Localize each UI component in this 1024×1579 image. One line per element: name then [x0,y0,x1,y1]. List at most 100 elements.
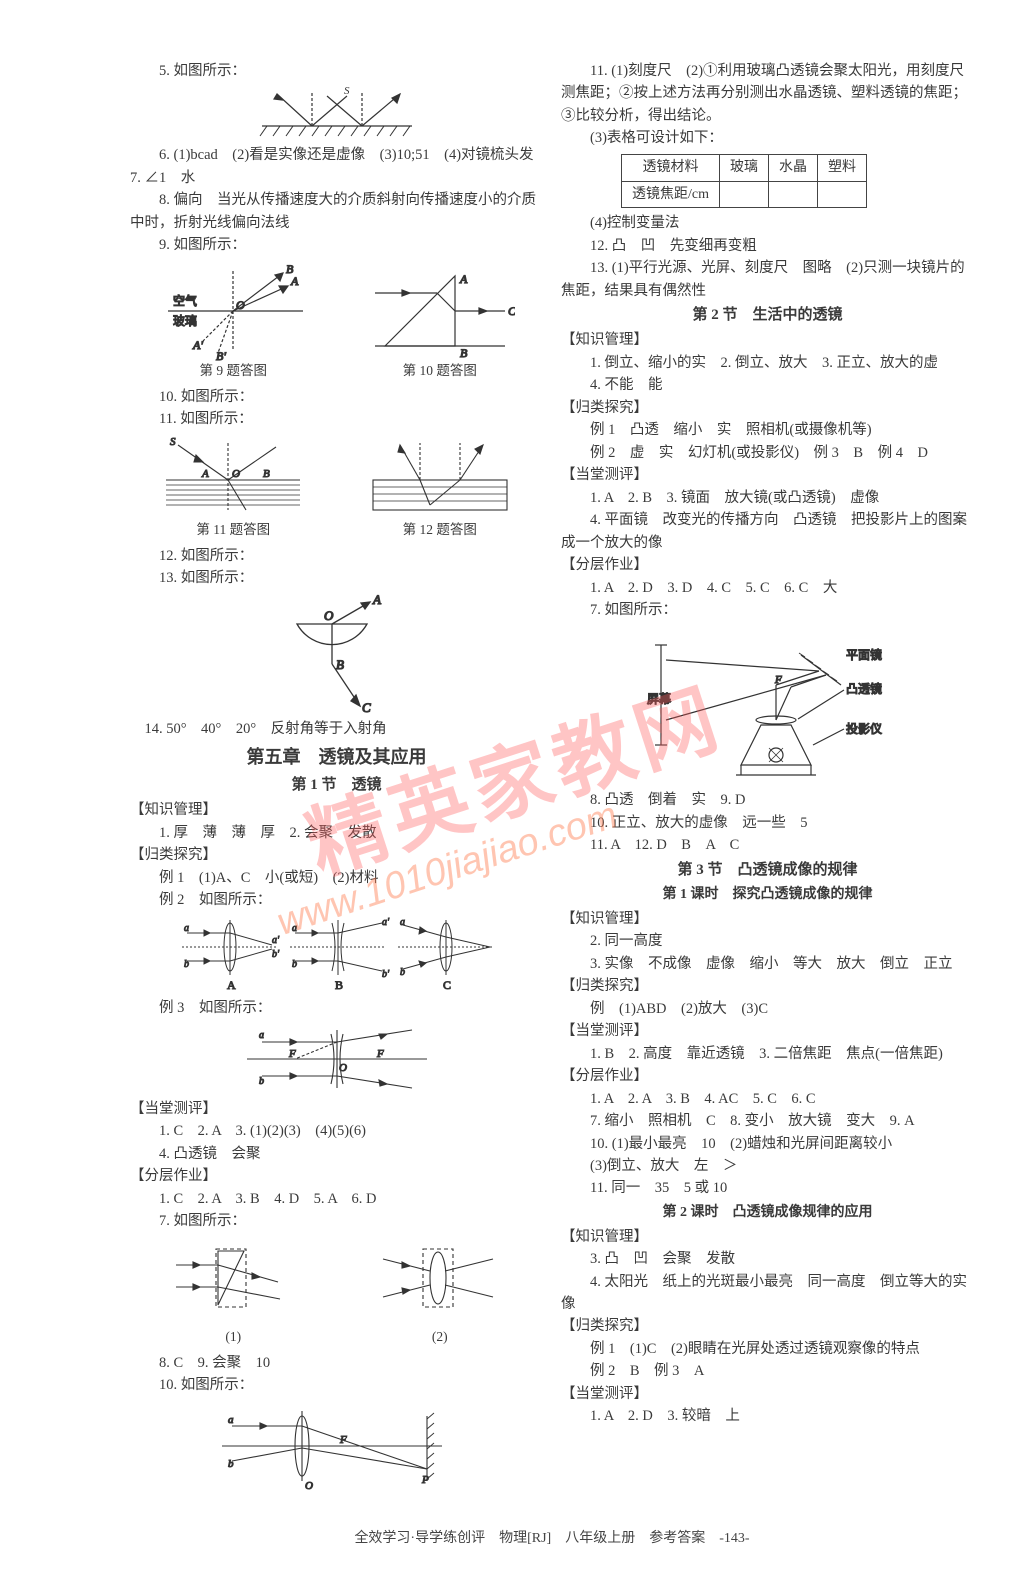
zsgl2-1: 1. 倒立、缩小的实 2. 倒立、放大 3. 正立、放大的虚 [561,352,974,374]
answer-10: 10. 如图所示： [130,386,543,408]
fczy7-cap1: (1) [168,1327,298,1348]
svg-text:O: O [232,468,240,480]
answer-11: 11. 如图所示： [130,408,543,430]
tag-gltj-4: 【归类探究】 [561,1315,974,1337]
td-blank3 [818,181,867,208]
fczy2-8: 8. 凸透 倒着 实 9. D [561,789,974,811]
answer-14: 14. 50° 40° 20° 反射角等于入射角 [130,718,543,740]
ex3-3: 例 (1)ABD (2)放大 (3)C [561,998,974,1020]
ex1-2: 例 1 凸透 缩小 实 照相机(或摄像机等) [561,419,974,441]
dtcp-1: 1. C 2. A 3. (1)(2)(3) (4)(5)(6) [130,1120,543,1142]
fczy3-7: 7. 缩小 照相机 C 8. 变小 放大镜 变大 9. A [561,1110,974,1132]
svg-text:投影仪: 投影仪 [846,721,882,736]
figure-q5: S [252,86,422,140]
ex2-2: 例 2 虚 实 幻灯机(或投影仪) 例 3 B 例 4 D [561,442,974,464]
tag-gltj-3: 【归类探究】 [561,975,974,997]
fczy7-cap2: (2) [375,1327,505,1348]
section-3-title: 第 3 节 凸透镜成像的规律 [561,859,974,882]
label-screen: 屏幕 [647,692,671,706]
ex4-1: 例 1 (1)C (2)眼睛在光屏处透过透镜观察像的特点 [561,1338,974,1360]
svg-text:空气: 空气 [173,293,197,308]
answer-11-right: 11. (1)刻度尺 (2)①利用玻璃凸透镜会聚太阳光，用刻度尺测焦距；②按上述… [561,60,974,127]
svg-text:b: b [228,1458,234,1470]
fczy-8-9: 8. C 9. 会聚 10 [130,1352,543,1374]
figure-projector: 屏幕 [641,625,901,785]
svg-text:a': a' [272,935,280,946]
svg-text:F: F [288,1048,296,1060]
svg-text:A: A [290,274,299,288]
svg-text:C: C [362,700,371,714]
dtcp-4: 4. 凸透镜 会聚 [130,1143,543,1165]
svg-text:a: a [292,923,297,934]
tag-dtcp: 【当堂测评】 [130,1098,543,1120]
answer-11c: (4)控制变量法 [561,212,974,234]
svg-text:b': b' [272,949,280,960]
dtcp2-4: 4. 平面镜 改变光的传播方向 凸透镜 把投影片上的图案成一个放大的像 [561,509,974,554]
svg-text:B: B [336,657,344,672]
fczy2-7: 7. 如图所示： [561,599,974,621]
fczy3-1: 1. A 2. A 3. B 4. AC 5. C 6. C [561,1088,974,1110]
material-table: 透镜材料 玻璃 水晶 塑料 透镜焦距/cm [621,154,867,208]
figure-q13: A O B C [272,594,402,714]
caption-12: 第 12 题答图 [365,520,515,541]
svg-text:P: P [421,1474,429,1486]
answer-11b: (3)表格可设计如下： [561,127,974,149]
svg-text:C: C [508,304,515,318]
right-column: 11. (1)刻度尺 (2)①利用玻璃凸透镜会聚太阳光，用刻度尺测焦距；②按上述… [561,60,974,1500]
svg-text:O: O [324,608,334,623]
example-1: 例 1 (1)A、C 小(或短) (2)材料 [130,867,543,889]
tag-fczy-2: 【分层作业】 [561,554,974,576]
zsgl2-4: 4. 不能 能 [561,374,974,396]
fczy-10: 10. 如图所示： [130,1374,543,1396]
th-crystal: 水晶 [769,154,818,181]
svg-text:b: b [292,959,297,970]
tag-dtcp-2: 【当堂测评】 [561,464,974,486]
svg-text:B: B [460,346,468,360]
th-material: 透镜材料 [622,154,720,181]
left-column: 5. 如图所示： [130,60,543,1500]
svg-text:O: O [339,1062,347,1074]
ex4-2: 例 2 B 例 3 A [561,1360,974,1382]
figure-q10: A C B [365,261,515,361]
zsgl4-4: 4. 太阳光 纸上的光斑最小最亮 同一高度 倒立等大的实像 [561,1271,974,1316]
figure-q11: S O B A [158,435,308,520]
svg-text:A: A [227,978,236,992]
tag-fczy: 【分层作业】 [130,1165,543,1187]
answer-8: 8. 偏向 当光从传播速度大的介质斜射向传播速度小的介质中时，折射光线偏向法线 [130,189,543,234]
figure-row-9-10: 空气 玻璃 A B A' B' [130,261,543,382]
svg-text:b': b' [382,969,390,980]
zsgl3-2: 2. 同一高度 [561,930,974,952]
svg-text:B: B [286,262,294,276]
tag-dtcp-4: 【当堂测评】 [561,1383,974,1405]
svg-text:A: A [372,594,381,607]
svg-text:b: b [259,1076,264,1087]
figure-row-11-12: S O B A 第 11 题答图 [130,435,543,541]
svg-text:玻璃: 玻璃 [173,314,197,328]
fczy2-1: 1. A 2. D 3. D 4. C 5. C 6. C 大 [561,577,974,599]
section-3a-title: 第 1 课时 探究凸透镜成像的规律 [561,884,974,906]
figure-row-fczy7: (1) (2) [130,1237,543,1348]
svg-text:C: C [443,978,451,992]
caption-10: 第 10 题答图 [365,361,515,382]
svg-text:A': A' [192,338,203,352]
example-3: 例 3 如图所示： [130,997,543,1019]
svg-text:F: F [774,674,782,686]
fczy3-10b: (3)倒立、放大 左 ＞ [561,1155,974,1177]
example-2: 例 2 如图所示： [130,889,543,911]
svg-text:平面镜: 平面镜 [846,647,882,662]
dtcp3-1: 1. B 2. 高度 靠近透镜 3. 二倍焦距 焦点(一倍焦距) [561,1043,974,1065]
fczy2-11: 11. A 12. D B A C [561,834,974,856]
answer-12: 12. 如图所示： [130,545,543,567]
td-focal: 透镜焦距/cm [622,181,720,208]
zsgl3-3: 3. 实像 不成像 虚像 缩小 等大 放大 倒立 正立 [561,953,974,975]
td-blank1 [720,181,769,208]
answer-6-7: 6. (1)bcad (2)看是实像还是虚像 (3)10;51 (4)对镜梳头发… [130,144,543,189]
tag-dtcp-3: 【当堂测评】 [561,1020,974,1042]
svg-text:F: F [339,1434,347,1446]
figure-fczy10: a b F P O [212,1401,462,1496]
two-column-layout: 5. 如图所示： [130,60,974,1500]
svg-text:a': a' [382,917,390,928]
tag-zsgl-3: 【知识管理】 [561,908,974,930]
svg-text:B': B' [216,349,226,361]
svg-text:S: S [170,436,176,448]
